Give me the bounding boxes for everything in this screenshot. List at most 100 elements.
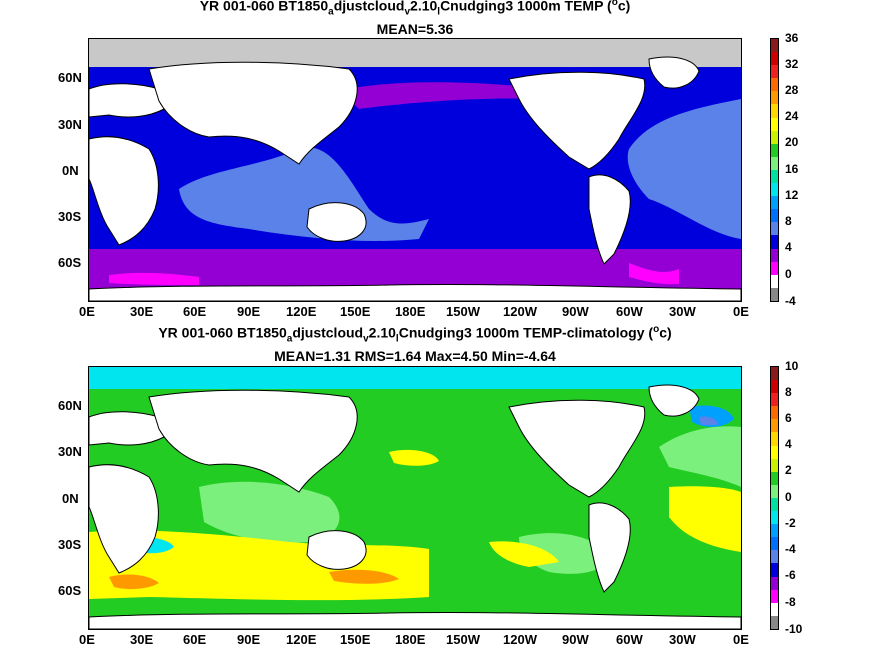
colorbar-swatch [771,602,778,616]
colorbar-swatch [771,183,778,197]
lon-label: 180E [395,304,426,319]
top-cb-label: 36 [785,31,799,45]
colorbar-swatch [771,576,778,590]
lon-label: 120E [286,304,317,319]
bottom-cb-label: -2 [785,516,796,530]
top-cb-label: 20 [785,135,799,149]
lon-label: 180E [395,632,426,647]
bottom-cb-label: 10 [785,359,799,373]
lon-label: 150W [446,304,480,319]
lon-label: 60W [616,304,643,319]
top-map [88,38,742,302]
lon-label: 120W [503,304,537,319]
colorbar-swatch [771,65,778,79]
top-colorbar [770,38,779,302]
lat-label: 0N [62,491,79,506]
lon-label: 30E [130,632,154,647]
lon-label: 150E [340,304,371,319]
colorbar-swatch [771,406,778,420]
bottom-cb-label: 4 [785,437,792,451]
lon-label: 150E [340,632,371,647]
colorbar-swatch [771,550,778,564]
colorbar-swatch [771,287,778,301]
colorbar-swatch [771,445,778,459]
colorbar-swatch [771,52,778,66]
lon-label: 60E [183,632,207,647]
lat-label: 60S [58,583,82,598]
colorbar-swatch [771,156,778,170]
colorbar-swatch [771,419,778,433]
colorbar-swatch [771,524,778,538]
bottom-subtitle: MEAN=1.31 RMS=1.64 Max=4.50 Min=-4.64 [274,348,556,364]
top-cb-label: 28 [785,83,799,97]
lat-label: 60N [58,398,82,413]
top-subtitle: MEAN=5.36 [376,21,454,37]
colorbar-swatch [771,393,778,407]
colorbar-swatch [771,537,778,551]
bottom-cb-label: -8 [785,595,796,609]
lon-label: 90W [562,632,589,647]
colorbar-swatch [771,471,778,485]
colorbar-swatch [771,130,778,144]
lon-label: 90E [237,304,261,319]
bottom-cb-label: 6 [785,411,792,425]
colorbar-swatch [771,104,778,118]
lon-label: 120E [286,632,317,647]
lat-label: 30N [58,444,82,459]
lon-label: 30W [669,304,696,319]
lon-label: 150W [446,632,480,647]
lat-label: 30S [58,537,82,552]
colorbar-swatch [771,367,778,381]
colorbar-swatch [771,615,778,629]
lon-label: 0E [79,632,95,647]
colorbar-swatch [771,484,778,498]
colorbar-swatch [771,39,778,53]
top-cb-label: 12 [785,188,799,202]
colorbar-swatch [771,274,778,288]
bottom-cb-label: -10 [785,622,803,636]
bottom-colorbar [770,366,779,630]
colorbar-swatch [771,222,778,236]
colorbar-swatch [771,458,778,472]
lat-label: 0N [62,163,79,178]
lon-label: 0E [79,304,95,319]
colorbar-swatch [771,589,778,603]
colorbar-swatch [771,196,778,210]
colorbar-swatch [771,235,778,249]
lon-label: 0E [733,632,749,647]
lon-label: 30E [130,304,154,319]
lon-label: 0E [733,304,749,319]
bottom-cb-label: -6 [785,568,796,582]
top-cb-label: -4 [785,294,796,308]
lat-label: 30S [58,209,82,224]
bottom-cb-label: 0 [785,490,792,504]
colorbar-swatch [771,91,778,105]
bottom-map [88,366,742,630]
bottom-cb-label: 8 [785,385,792,399]
bottom-cb-label: 2 [785,463,792,477]
top-cb-label: 4 [785,240,792,254]
colorbar-swatch [771,143,778,157]
colorbar-swatch [771,380,778,394]
colorbar-swatch [771,209,778,223]
lon-label: 30W [669,632,696,647]
top-cb-label: 16 [785,162,799,176]
bottom-cb-label: -4 [785,542,796,556]
lat-label: 30N [58,117,82,132]
colorbar-swatch [771,511,778,525]
top-cb-label: 8 [785,214,792,228]
colorbar-swatch [771,117,778,131]
colorbar-swatch [771,261,778,275]
lon-label: 90W [562,304,589,319]
colorbar-swatch [771,497,778,512]
lat-label: 60N [58,70,82,85]
top-cb-label: 32 [785,57,799,71]
colorbar-swatch [771,563,778,577]
colorbar-swatch [771,432,778,446]
lon-label: 90E [237,632,261,647]
lon-label: 60W [616,632,643,647]
lat-label: 60S [58,255,82,270]
colorbar-swatch [771,78,778,92]
top-cb-label: 0 [785,267,792,281]
lon-label: 120W [503,632,537,647]
